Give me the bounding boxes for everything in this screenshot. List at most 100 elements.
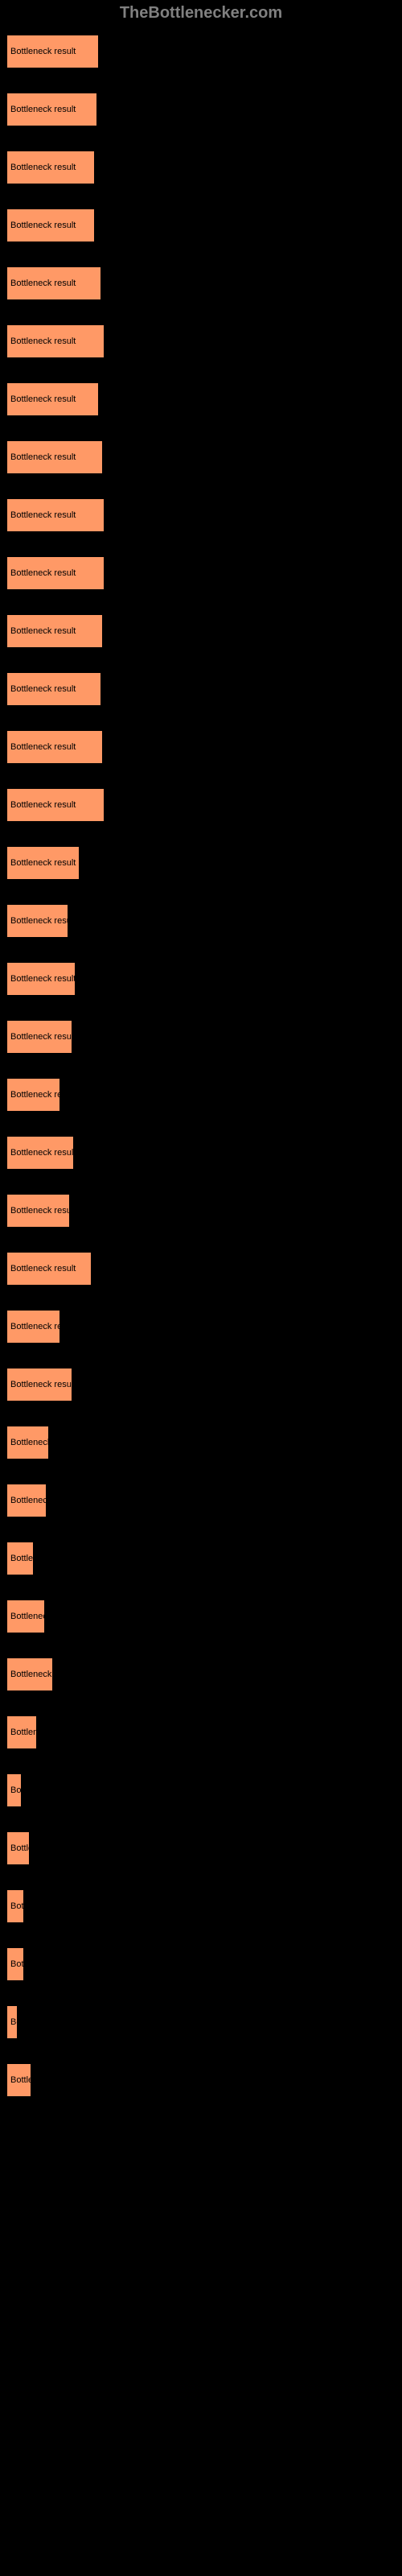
bar-text: Bottleneck result [10,626,76,636]
bar-wrapper: Bottleneck result [6,440,396,474]
bar-row: Bottleneck result [6,93,396,126]
bar-wrapper: Bottleneck result [6,2005,396,2039]
bar-text: Bottleneck result [10,800,76,810]
bar: Bottleneck result [6,1715,37,1749]
bar: Bottleneck result [6,672,101,706]
bar-row: Bottleneck result [6,151,396,184]
bar-row: Bottleneck result [6,1542,396,1575]
bar-text: Bottleneck result [10,1264,76,1274]
bar: Bottleneck result [6,1484,47,1517]
bar: Bottleneck result [6,904,68,938]
bar-text: Bottleneck result [10,1612,76,1621]
bar: Bottleneck result [6,1773,22,1807]
bar-text: Bottleneck result [10,1090,76,1100]
bar: Bottleneck result [6,1136,74,1170]
bar-wrapper: Bottleneck result [6,614,396,648]
bar-row: Bottleneck result [6,1194,396,1228]
bar-wrapper: Bottleneck result [6,1947,396,1981]
bar: Bottleneck result [6,151,95,184]
bar-wrapper: Bottleneck result [6,1368,396,1402]
bar-text: Bottleneck result [10,1670,76,1679]
bar-row: Bottleneck result [6,382,396,416]
bar: Bottleneck result [6,266,101,300]
bar: Bottleneck result [6,1078,60,1112]
bar: Bottleneck result [6,1194,70,1228]
bar-row: Bottleneck result [6,1715,396,1749]
bar-wrapper: Bottleneck result [6,1773,396,1807]
bar-text: Bottleneck result [10,742,76,752]
site-header: TheBottlenecker.com [0,4,402,23]
bar: Bottleneck result [6,556,105,590]
bar: Bottleneck result [6,1889,24,1923]
bar-wrapper: Bottleneck result [6,846,396,880]
bar-wrapper: Bottleneck result [6,1310,396,1344]
bar: Bottleneck result [6,1426,49,1459]
bar-wrapper: Bottleneck result [6,556,396,590]
bar: Bottleneck result [6,498,105,532]
bar-text: Bottleneck result [10,336,76,346]
bar: Bottleneck result [6,1020,72,1054]
bar-text: Bottleneck result [10,510,76,520]
bar-row: Bottleneck result [6,1600,396,1633]
bar-wrapper: Bottleneck result [6,266,396,300]
bar-text: Bottleneck result [10,1901,76,1911]
bar-row: Bottleneck result [6,1136,396,1170]
bar: Bottleneck result [6,382,99,416]
bar-wrapper: Bottleneck result [6,151,396,184]
bar-row: Bottleneck result [6,1252,396,1286]
bar: Bottleneck result [6,962,76,996]
bar-row: Bottleneck result [6,962,396,996]
bar-row: Bottleneck result [6,672,396,706]
bar-row: Bottleneck result [6,730,396,764]
bar-text: Bottleneck result [10,279,76,288]
bar: Bottleneck result [6,1831,30,1865]
bar-wrapper: Bottleneck result [6,498,396,532]
bar-text: Bottleneck result [10,1785,76,1795]
bar-row: Bottleneck result [6,35,396,68]
bar-row: Bottleneck result [6,556,396,590]
bar: Bottleneck result [6,1310,60,1344]
bar-wrapper: Bottleneck result [6,788,396,822]
bar-row: Bottleneck result [6,904,396,938]
bar-text: Bottleneck result [10,1496,76,1505]
bar-text: Bottleneck result [10,1843,76,1853]
bar-row: Bottleneck result [6,1426,396,1459]
bar: Bottleneck result [6,324,105,358]
bar-row: Bottleneck result [6,266,396,300]
bar-text: Bottleneck result [10,1322,76,1331]
bar-text: Bottleneck result [10,916,76,926]
bar: Bottleneck result [6,35,99,68]
bar-wrapper: Bottleneck result [6,1831,396,1865]
bar-wrapper: Bottleneck result [6,208,396,242]
bar-text: Bottleneck result [10,858,76,868]
bar-text: Bottleneck result [10,394,76,404]
bar-text: Bottleneck result [10,2075,76,2085]
bar-wrapper: Bottleneck result [6,1194,396,1228]
bar-text: Bottleneck result [10,105,76,114]
bar: Bottleneck result [6,1657,53,1691]
bar-row: Bottleneck result [6,2063,396,2097]
bar-row: Bottleneck result [6,1020,396,1054]
bar: Bottleneck result [6,93,97,126]
bar-row: Bottleneck result [6,1484,396,1517]
bar-wrapper: Bottleneck result [6,1657,396,1691]
bar-wrapper: Bottleneck result [6,904,396,938]
bar-row: Bottleneck result [6,1773,396,1807]
bar-wrapper: Bottleneck result [6,35,396,68]
bar-wrapper: Bottleneck result [6,324,396,358]
bar-row: Bottleneck result [6,1657,396,1691]
bar-text: Bottleneck result [10,974,76,984]
bar-row: Bottleneck result [6,1078,396,1112]
bar-text: Bottleneck result [10,1206,76,1216]
bar-wrapper: Bottleneck result [6,1715,396,1749]
bar-text: Bottleneck result [10,221,76,230]
bar-row: Bottleneck result [6,1947,396,1981]
bar-row: Bottleneck result [6,498,396,532]
bar-wrapper: Bottleneck result [6,2063,396,2097]
bar-text: Bottleneck result [10,163,76,172]
bar-text: Bottleneck result [10,1959,76,1969]
bar: Bottleneck result [6,846,80,880]
bar-wrapper: Bottleneck result [6,1426,396,1459]
bar: Bottleneck result [6,208,95,242]
bar-row: Bottleneck result [6,1368,396,1402]
